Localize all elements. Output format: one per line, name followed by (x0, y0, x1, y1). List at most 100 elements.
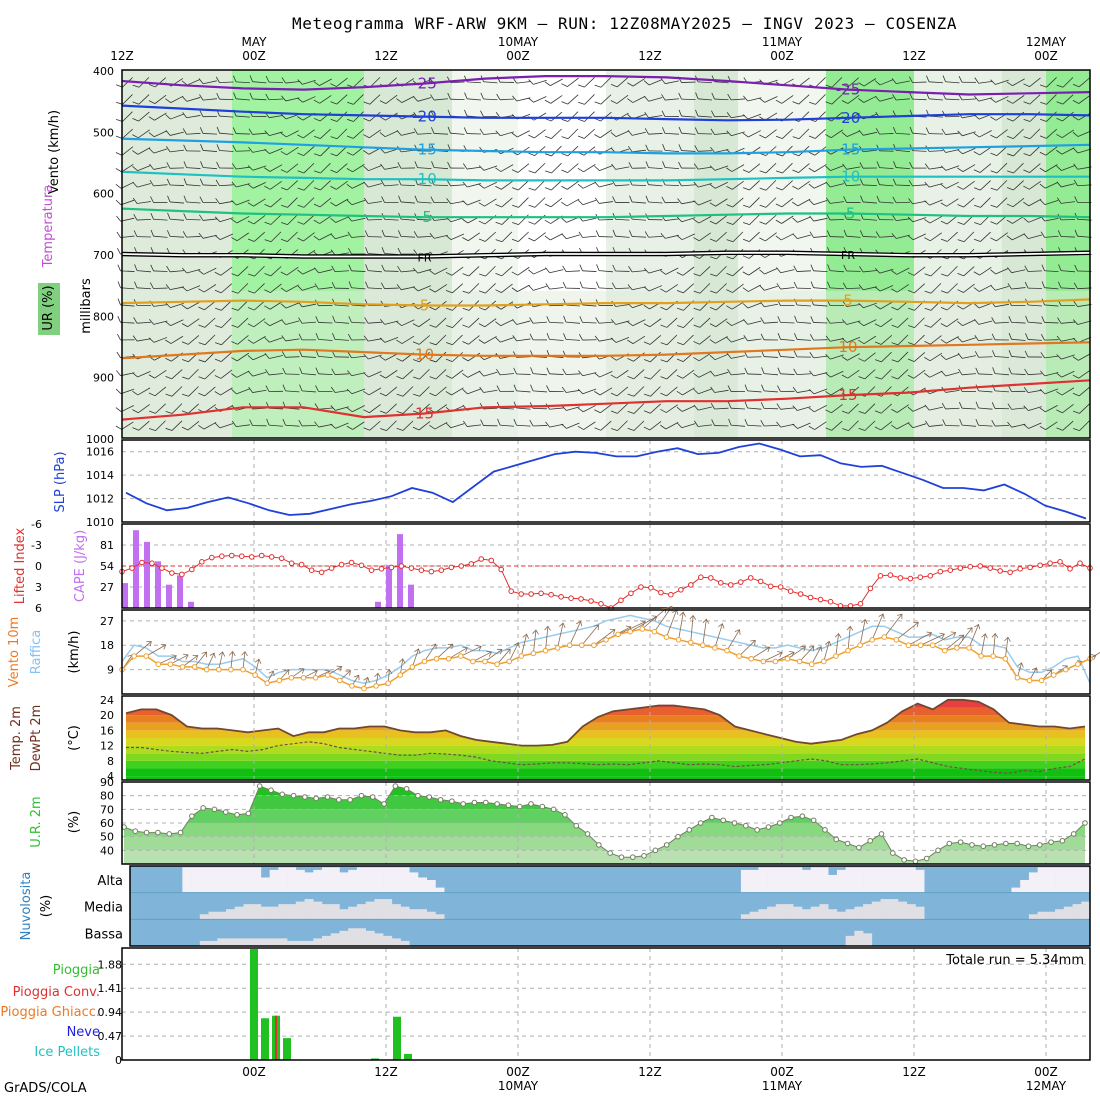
wind-barb (678, 126, 696, 135)
bottom-time-label: 12Z (638, 1065, 662, 1079)
cloud-cover-bar (199, 940, 209, 946)
wind-barb-flag (248, 128, 253, 135)
wind-barb-flag (381, 264, 385, 272)
wind-barb-flag (331, 265, 336, 272)
wind-barb-staff (863, 95, 877, 103)
wind-barb (726, 180, 744, 190)
wind-barb (1006, 197, 1025, 208)
wind-barb-flag (809, 215, 814, 222)
wind-barb-flag (198, 232, 204, 239)
wind-barb-staff (501, 266, 513, 277)
wind-barb-flag (941, 273, 948, 277)
wind-barb (297, 79, 316, 85)
wind-barb (511, 231, 529, 242)
wind-barb-staff (1062, 111, 1074, 122)
wind-barb (478, 198, 497, 207)
wind-arrow-shaft (678, 612, 684, 640)
wind-barb (528, 197, 546, 208)
cloud-cover-bar (269, 938, 279, 946)
wind-barb-staff (202, 167, 218, 170)
wind-marker (675, 637, 682, 643)
wind-barb-staff (764, 96, 778, 103)
rh-marker (822, 827, 828, 833)
wind-barb (280, 146, 299, 156)
wind-barb-staff (780, 287, 795, 290)
wind-barb-flag (149, 163, 154, 170)
wind-barb (117, 281, 135, 290)
wind-barb (348, 247, 366, 255)
wind-barb (116, 231, 135, 238)
wind-barb (414, 195, 432, 204)
wind-barb (958, 76, 977, 83)
rh-marker (697, 820, 704, 826)
wind-barb (628, 230, 647, 238)
wind-barb-staff (980, 197, 991, 208)
rh-marker (437, 796, 444, 803)
wind-arrow (678, 611, 686, 640)
wind-barb-staff (417, 285, 432, 292)
cape-bar (386, 565, 392, 608)
pressure-tick-label: 500 (93, 126, 114, 139)
wind-barb (478, 283, 496, 294)
wind-barb-staff (962, 115, 976, 119)
wind-barb (695, 92, 713, 101)
wind-barb-flag (612, 196, 616, 203)
wind-barb-flag (693, 290, 701, 294)
wind-barb (759, 129, 777, 139)
wind-barb (462, 283, 480, 294)
wind-barb-staff (219, 200, 234, 205)
wind-barb (214, 266, 233, 276)
wind-barb-staff (566, 198, 580, 207)
wind-barb (265, 75, 284, 83)
wind-barb-flag (413, 128, 418, 135)
wind-barb-staff (1078, 94, 1091, 104)
wind-barb-staff (782, 128, 793, 139)
wind-barb-flag (231, 237, 238, 242)
lifted-index-marker (1017, 566, 1023, 572)
wind-marker (361, 685, 367, 692)
temp-band (126, 738, 1085, 746)
wind-barb (478, 231, 496, 242)
wind-barb (132, 94, 150, 105)
wind-barb (215, 76, 234, 84)
lifted-index-marker (1037, 562, 1043, 569)
wind-barb-flag (511, 287, 518, 292)
wind-barb-flag (759, 170, 767, 174)
wind-barb-flag (742, 255, 750, 259)
wind-barb-staff (336, 145, 348, 157)
wind-barb-staff (499, 98, 515, 101)
wind-barb (990, 79, 1009, 85)
cloud-cover-bar (758, 867, 768, 893)
wind-barb (577, 199, 597, 206)
wind-barb-staff (765, 146, 777, 156)
lifted-index-marker (1047, 560, 1053, 567)
wind-marker (603, 637, 609, 643)
wind-barb-staff (120, 270, 135, 272)
bottom-date-label: 10MAY (498, 1079, 539, 1093)
wind-barb (479, 265, 496, 277)
wind-barb (132, 147, 151, 155)
wind-barb-staff (978, 97, 993, 102)
wind-barb-staff (979, 146, 992, 156)
wind-barb (561, 94, 579, 105)
rh-marker (234, 812, 240, 818)
wind-barb (827, 281, 845, 290)
wind-barb (150, 229, 168, 238)
wind-barb-staff (567, 180, 579, 190)
lifted-index-marker (977, 563, 984, 569)
wind-barb-staff (631, 218, 647, 221)
wind-barb-flag (412, 286, 419, 292)
wind-barb-staff (996, 162, 1008, 174)
wind-barb-staff (697, 98, 713, 101)
wind-barb-staff (268, 98, 284, 101)
wind-marker (445, 655, 452, 662)
wind-barb-flag (742, 287, 749, 292)
cape-bar (177, 575, 183, 608)
wind-barb-flag (281, 204, 288, 208)
wind-barb-staff (384, 235, 399, 238)
wind-barb-flag (859, 178, 864, 186)
wind-barb-flag (544, 99, 551, 104)
wind-barb-flag (397, 230, 402, 237)
wind-barb-flag (825, 165, 831, 171)
wind-barb-flag (561, 185, 568, 190)
